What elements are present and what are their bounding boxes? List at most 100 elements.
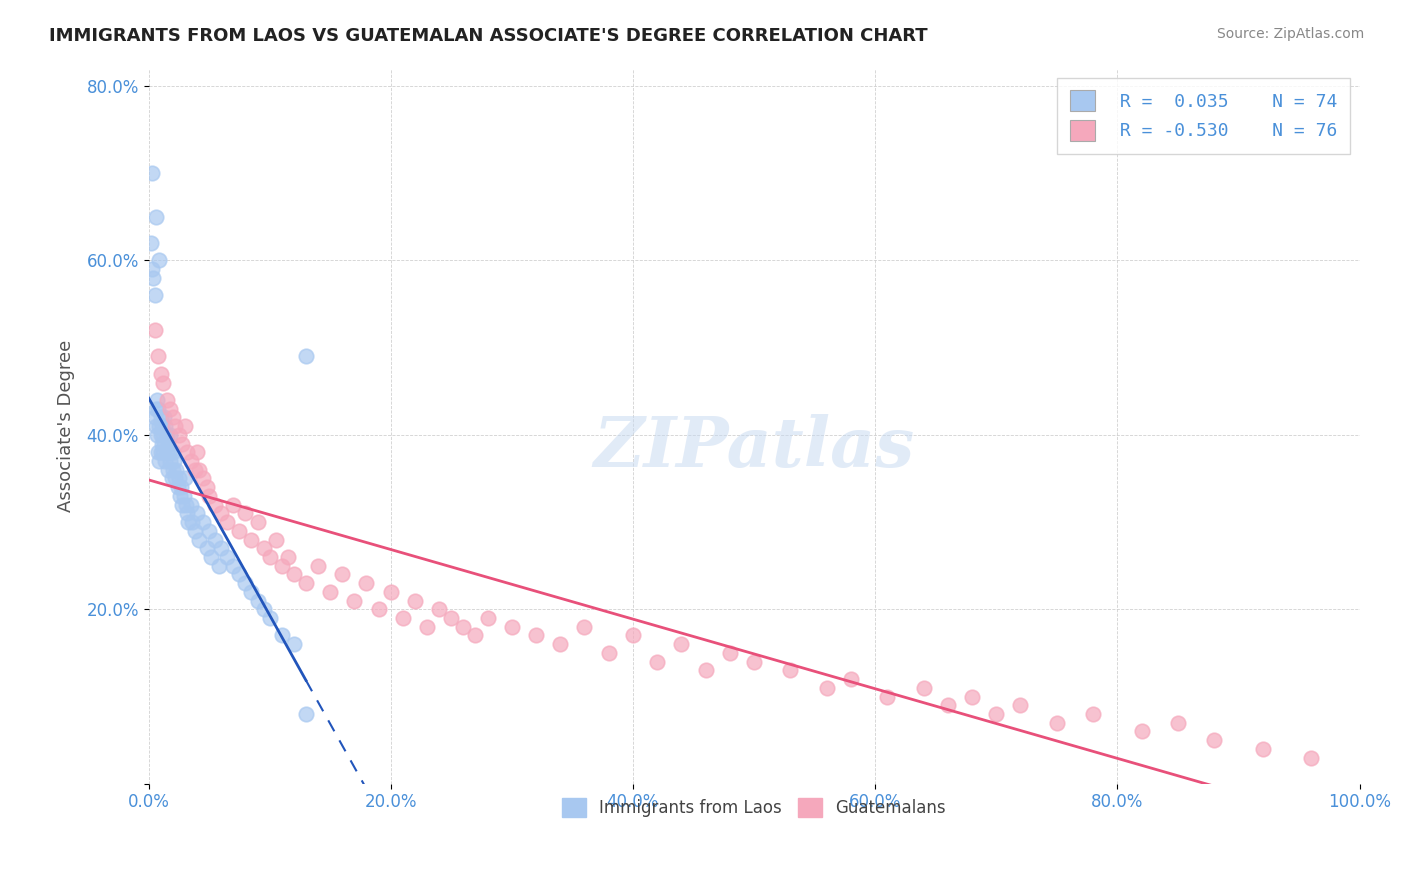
Point xyxy=(779,664,801,678)
Point xyxy=(188,533,211,547)
Point xyxy=(148,253,170,268)
Point xyxy=(141,262,163,277)
Point xyxy=(548,637,571,651)
Point xyxy=(176,507,198,521)
Point xyxy=(217,549,239,564)
Point xyxy=(150,436,173,450)
Point xyxy=(986,706,1008,721)
Point xyxy=(152,445,174,459)
Point xyxy=(159,427,181,442)
Point xyxy=(153,410,176,425)
Point xyxy=(209,541,232,556)
Point xyxy=(200,549,222,564)
Point xyxy=(235,576,257,591)
Point xyxy=(1204,733,1226,747)
Point xyxy=(173,471,195,485)
Point xyxy=(259,549,281,564)
Point xyxy=(148,445,170,459)
Point xyxy=(149,367,172,381)
Point xyxy=(142,270,165,285)
Y-axis label: Associate's Degree: Associate's Degree xyxy=(58,340,75,512)
Point xyxy=(815,681,838,695)
Point xyxy=(148,419,170,434)
Point xyxy=(167,471,190,485)
Point xyxy=(222,498,245,512)
Point xyxy=(166,480,188,494)
Point xyxy=(180,498,202,512)
Point xyxy=(186,507,208,521)
Point xyxy=(195,480,218,494)
Point xyxy=(159,454,181,468)
Point xyxy=(1167,715,1189,730)
Point xyxy=(152,376,174,390)
Point xyxy=(165,463,187,477)
Point xyxy=(283,567,305,582)
Point xyxy=(183,463,205,477)
Point xyxy=(156,463,179,477)
Point xyxy=(162,463,184,477)
Text: IMMIGRANTS FROM LAOS VS GUATEMALAN ASSOCIATE'S DEGREE CORRELATION CHART: IMMIGRANTS FROM LAOS VS GUATEMALAN ASSOC… xyxy=(49,27,928,45)
Point xyxy=(209,507,232,521)
Point xyxy=(183,524,205,538)
Point xyxy=(186,445,208,459)
Point xyxy=(157,445,180,459)
Point xyxy=(228,567,250,582)
Point xyxy=(143,410,166,425)
Point xyxy=(319,585,342,599)
Point xyxy=(145,419,167,434)
Point xyxy=(156,392,179,407)
Point xyxy=(427,602,450,616)
Point xyxy=(259,611,281,625)
Point xyxy=(228,524,250,538)
Point xyxy=(155,454,177,468)
Point xyxy=(264,533,287,547)
Point xyxy=(240,585,263,599)
Point xyxy=(156,436,179,450)
Point xyxy=(330,567,353,582)
Point xyxy=(160,471,183,485)
Point xyxy=(163,454,186,468)
Point xyxy=(464,628,486,642)
Point xyxy=(172,498,194,512)
Legend: Immigrants from Laos, Guatemalans: Immigrants from Laos, Guatemalans xyxy=(554,789,955,825)
Point xyxy=(149,445,172,459)
Point xyxy=(181,515,204,529)
Point xyxy=(1081,706,1104,721)
Point xyxy=(141,166,163,180)
Point xyxy=(270,558,292,573)
Point xyxy=(172,436,194,450)
Point xyxy=(416,620,439,634)
Point xyxy=(343,593,366,607)
Point xyxy=(145,210,167,224)
Point xyxy=(148,401,170,416)
Point xyxy=(367,602,389,616)
Point xyxy=(198,489,221,503)
Point xyxy=(150,419,173,434)
Point xyxy=(404,593,426,607)
Point xyxy=(912,681,935,695)
Point xyxy=(307,558,329,573)
Point xyxy=(621,628,644,642)
Point xyxy=(936,698,959,713)
Point xyxy=(695,664,717,678)
Point xyxy=(252,541,274,556)
Point xyxy=(204,533,226,547)
Point xyxy=(598,646,620,660)
Point xyxy=(156,445,179,459)
Point xyxy=(295,349,318,363)
Point xyxy=(195,541,218,556)
Point xyxy=(173,419,195,434)
Point xyxy=(524,628,547,642)
Point xyxy=(453,620,475,634)
Point xyxy=(960,690,983,704)
Point xyxy=(235,507,257,521)
Point xyxy=(149,427,172,442)
Point xyxy=(1251,742,1274,756)
Point xyxy=(177,515,200,529)
Point xyxy=(170,480,193,494)
Text: Source: ZipAtlas.com: Source: ZipAtlas.com xyxy=(1216,27,1364,41)
Point xyxy=(153,436,176,450)
Point xyxy=(1299,750,1322,764)
Point xyxy=(246,593,269,607)
Point xyxy=(146,392,169,407)
